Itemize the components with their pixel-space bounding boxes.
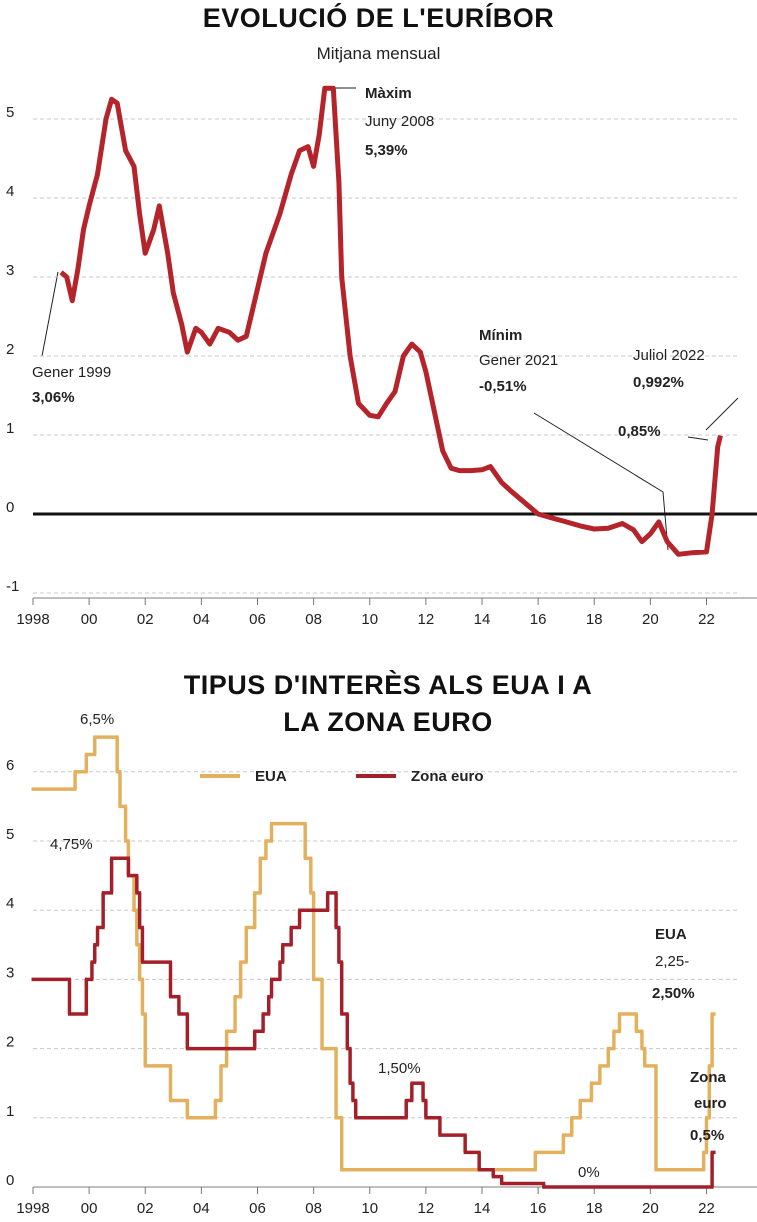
annotation: 0% <box>578 1164 600 1181</box>
y-tick-label: 3 <box>6 964 14 981</box>
x-tick-label: 16 <box>530 1200 547 1217</box>
annotation: Màxim <box>365 85 412 102</box>
annotation: 2,25- <box>655 953 689 970</box>
y-tick-label: 6 <box>6 757 14 774</box>
x-tick-label: 1998 <box>16 1200 49 1217</box>
step-line <box>31 735 716 1172</box>
annotation: Juny 2008 <box>365 113 434 130</box>
annotation: -0,51% <box>479 378 527 395</box>
chart-subtitle: Mitjana mensual <box>316 44 441 63</box>
data-line <box>59 85 723 557</box>
x-tick-label: 18 <box>586 611 603 628</box>
annotation: 4,75% <box>50 836 93 853</box>
annotation: 0,992% <box>633 374 684 391</box>
annotation: Mínim <box>479 327 522 344</box>
x-tick-label: 22 <box>698 611 715 628</box>
x-tick-label: 00 <box>81 1200 98 1217</box>
x-tick-label: 08 <box>305 1200 322 1217</box>
y-tick-label: 0 <box>6 499 14 516</box>
annotation: Gener 2021 <box>479 352 558 369</box>
x-tick-label: 10 <box>361 1200 378 1217</box>
x-tick-label: 06 <box>249 1200 266 1217</box>
pointers <box>41 87 739 551</box>
x-tick-label: 20 <box>642 1200 659 1217</box>
x-tick-label: 06 <box>249 611 266 628</box>
x-tick-label: 18 <box>586 1200 603 1217</box>
x-tick-label: 08 <box>305 611 322 628</box>
y-tick-label: 1 <box>6 420 14 437</box>
annotation: 1,50% <box>378 1060 421 1077</box>
y-tick-label: 2 <box>6 1034 14 1051</box>
legend-label: EUA <box>255 768 287 785</box>
annotation: 0,85% <box>618 423 661 440</box>
annotation: Juliol 2022 <box>633 347 705 364</box>
y-tick-label: 4 <box>6 183 14 200</box>
x-tick-label: 12 <box>418 611 435 628</box>
y-tick-label: 1 <box>6 1103 14 1120</box>
x-tick-label: 02 <box>137 1200 154 1217</box>
x-tick-label: 02 <box>137 611 154 628</box>
x-tick-label: 10 <box>361 611 378 628</box>
x-tick-label: 12 <box>418 1200 435 1217</box>
x-tick-label: 1998 <box>16 611 49 628</box>
annotation: Gener 1999 <box>32 364 111 381</box>
x-tick-label: 16 <box>530 611 547 628</box>
x-tick-label: 04 <box>193 1200 210 1217</box>
annotation: 0,5% <box>690 1127 724 1144</box>
y-tick-label: 2 <box>6 341 14 358</box>
annotation: 6,5% <box>80 711 114 728</box>
x-tick-label: 20 <box>642 611 659 628</box>
annotation: euro <box>694 1095 727 1112</box>
annotation: EUA <box>655 926 687 943</box>
y-tick-label: 5 <box>6 104 14 121</box>
y-tick-label: 5 <box>6 826 14 843</box>
y-tick-label: 3 <box>6 262 14 279</box>
x-tick-label: 00 <box>81 611 98 628</box>
y-tick-label: 4 <box>6 895 14 912</box>
x-tick-label: 14 <box>474 1200 491 1217</box>
annotation: 2,50% <box>652 985 695 1002</box>
x-tick-label: 22 <box>698 1200 715 1217</box>
x-tick-label: 14 <box>474 611 491 628</box>
step-line <box>31 856 716 1189</box>
annotation: 3,06% <box>32 389 75 406</box>
y-tick-label: -1 <box>6 578 19 595</box>
annotation: Zona <box>690 1069 726 1086</box>
x-tick-label: 04 <box>193 611 210 628</box>
annotation: 5,39% <box>365 142 408 159</box>
chart-title: TIPUS D'INTERÈS ALS EUA I A LA ZONA EURO <box>183 670 593 737</box>
chart-title: EVOLUCIÓ DE L'EURÍBOR <box>202 3 555 33</box>
legend-label: Zona euro <box>411 768 484 785</box>
y-tick-label: 0 <box>6 1172 14 1189</box>
